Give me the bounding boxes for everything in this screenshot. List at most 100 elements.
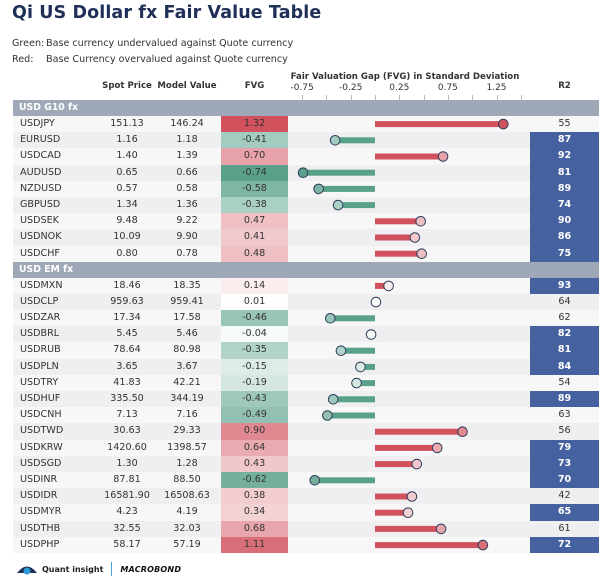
fvg-bar [375,542,483,549]
pair-name: USDCHF [20,247,60,259]
r2-value: 81 [530,164,599,181]
page-title: Qi US Dollar fx Fair Value Table [12,3,322,23]
spot-price: 5.45 [116,328,138,340]
x-tick-mark [472,95,473,100]
spot-price: 1.30 [116,457,138,469]
fvg-dot [335,345,347,357]
fvg-value: -0.43 [221,391,288,408]
model-value: 3.67 [176,360,198,372]
footer: Quant insight MACROBOND [16,562,181,576]
spot-price: 151.13 [110,118,144,129]
model-value: 1.39 [176,150,198,162]
fvg-dot [498,118,509,130]
col-header-r2: R2 [558,81,571,91]
fvg-value: 0.38 [221,488,288,505]
spot-price: 78.64 [113,344,141,356]
spot-price: 9.48 [116,215,138,227]
table-row: USDMYR 4.23 4.19 0.34 65 [13,504,599,521]
x-tick-label: 1.25 [486,83,507,93]
pair-name: AUDUSD [20,166,62,178]
table-row: USDIDR 16581.90 16508.63 0.38 42 [13,488,599,505]
r2-value: 89 [530,180,599,197]
pair-name: USDSGD [20,457,62,469]
model-value: 80.98 [173,344,201,356]
x-tick-mark [351,95,352,100]
model-value: 4.19 [176,506,198,518]
r2-value: 55 [558,118,571,129]
fvg-dot [327,394,339,405]
fvg-value: 0.48 [221,245,288,262]
spot-price: 335.50 [110,393,144,404]
model-value: 18.35 [173,279,201,291]
r2-value: 89 [530,391,599,408]
fvg-bar [330,315,375,322]
fvg-value: -0.58 [221,180,288,197]
table-row: USDCHF 0.80 0.78 0.48 75 [13,245,599,262]
fvg-dot [370,296,382,308]
fvg-dot [324,313,336,324]
fvg-value: 0.14 [221,277,288,294]
fvg-dot [329,135,341,146]
table-row: GBPUSD 1.34 1.36 -0.38 74 [13,196,599,214]
fvg-bar [375,282,389,289]
fvg-dot [406,491,418,502]
fvg-dot [351,377,362,389]
fvg-value: -0.15 [221,358,288,375]
col-header-spot: Spot Price [102,81,152,91]
model-value: 42.21 [173,376,201,388]
pair-name: USDSEK [20,215,59,227]
x-tick-mark [399,95,400,100]
fvg-bar [340,347,375,354]
legend-green: Green: Base currency undervalued against… [12,36,293,52]
spot-price: 58.17 [113,538,141,550]
pair-name: USDRUB [20,344,61,356]
fvg-value: 0.34 [221,504,288,521]
model-value: 88.50 [173,473,201,485]
model-value: 7.16 [176,409,198,421]
spot-price: 0.57 [116,182,138,194]
fvg-bar [375,218,421,225]
r2-value: 92 [530,148,599,165]
quant-insight-eye-icon [17,566,37,575]
fvg-value: 0.70 [221,148,288,165]
x-tick-mark [375,95,376,100]
table-row: NZDUSD 0.57 0.58 -0.58 89 [13,180,599,197]
pair-name: EURUSD [20,134,61,146]
spot-price: 16581.90 [104,490,150,502]
spot-price: 1.40 [116,150,138,162]
fvg-dot [431,442,443,454]
fvg-dot [322,410,333,421]
fvg-bar [318,185,375,192]
pair-name: USDCAD [20,150,62,162]
fvg-value: -0.35 [221,342,288,359]
spot-price: 10.09 [113,231,141,243]
fair-value-table: USD G10 fx USDJPY 151.13 146.24 1.32 55 EURUSD… [13,100,599,553]
r2-value: 75 [530,245,599,262]
fvg-bar [327,412,375,419]
model-value: 5.46 [176,328,198,340]
table-row: USDPLN 3.65 3.67 -0.15 84 [13,358,599,375]
r2-value: 74 [530,196,599,214]
fvg-value: 0.64 [221,439,288,456]
color-legend: Green: Base currency undervalued against… [12,36,293,68]
fvg-dot [332,199,344,211]
x-tick-mark [424,95,425,100]
fvg-dot [457,426,468,438]
spot-price: 0.65 [116,166,138,178]
pair-name: USDNOK [20,231,62,243]
table-row: USDBRL 5.45 5.46 -0.04 82 [13,326,599,343]
fvg-bar [375,493,412,500]
model-value: 9.22 [176,215,198,227]
fvg-bar [375,234,415,241]
spot-price: 32.55 [113,522,141,534]
fvg-value: -0.41 [221,132,288,149]
fvg-dot [437,151,449,162]
fvg-value: 0.41 [221,229,288,246]
pair-name: USDMYR [20,506,62,518]
table-row: USDSEK 9.48 9.22 0.47 90 [13,213,599,230]
fvg-bar [375,461,417,468]
r2-value: 54 [558,376,571,388]
x-tick-mark [521,95,522,100]
table-row: USDSGD 1.30 1.28 0.43 73 [13,455,599,472]
